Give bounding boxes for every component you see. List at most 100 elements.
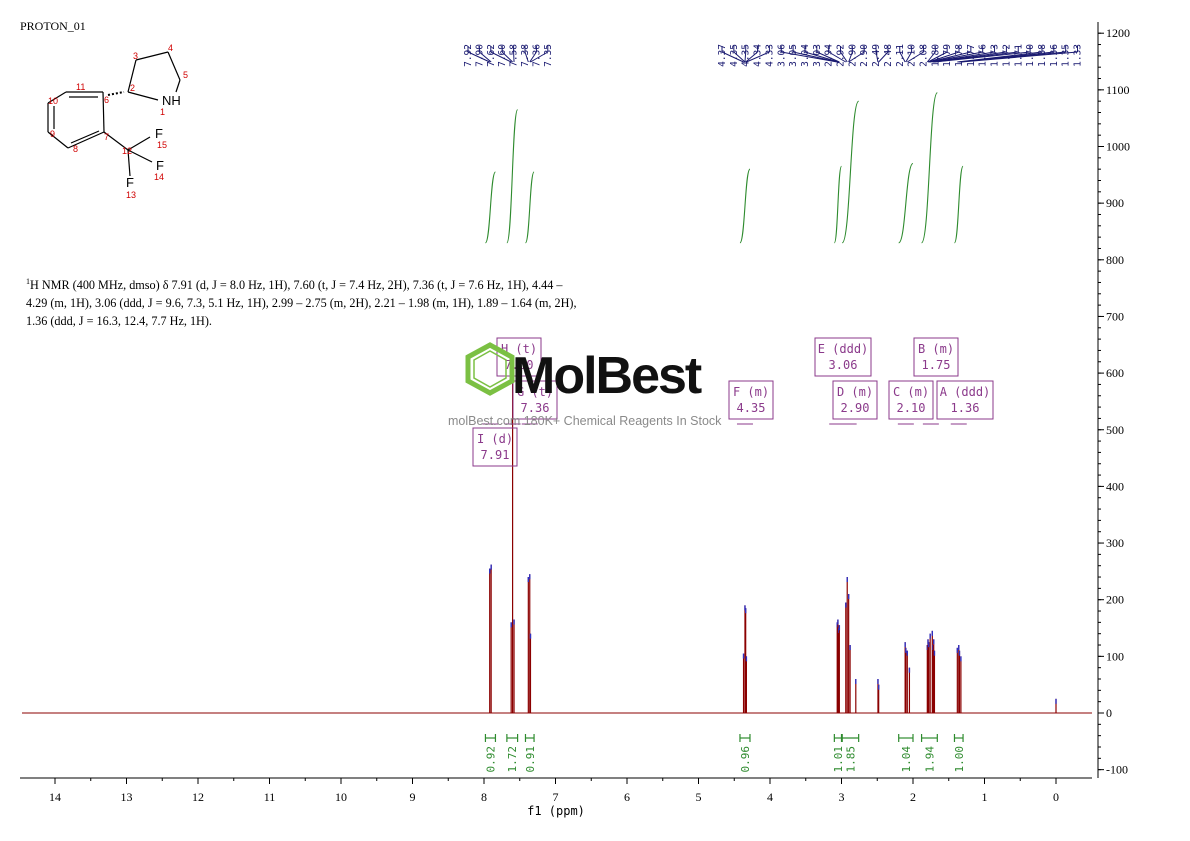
integral-curve	[506, 109, 519, 244]
peak-label-connector	[899, 51, 906, 63]
y-tick-label: 800	[1106, 253, 1124, 267]
peak-label-connector	[928, 51, 960, 63]
dataset-name: PROTON_01	[20, 19, 86, 33]
y-tick-label: 300	[1106, 536, 1124, 550]
peak-label: 1.80	[930, 44, 941, 67]
peak-label-connector	[745, 51, 758, 63]
peak-label: 2.48	[883, 44, 894, 67]
multiplet-shift-F: 4.35	[737, 401, 766, 415]
multiplet-box-A	[936, 380, 994, 420]
peak-label: 7.60	[497, 44, 508, 67]
atom-number-1: 1	[160, 107, 165, 117]
atom-number-3: 3	[133, 51, 138, 61]
y-tick-label: 1200	[1106, 26, 1130, 40]
multiplet-label-G: G (t)	[517, 385, 553, 399]
atom-number-8: 8	[73, 144, 78, 154]
atom-number-15: 15	[157, 140, 167, 150]
peak-label-connector	[479, 51, 492, 63]
peak-label-connector	[733, 51, 746, 63]
x-axis-label: f1 (ppm)	[527, 804, 585, 818]
peak-label-connector	[744, 51, 747, 63]
peak-label-connector	[781, 51, 838, 63]
peak-label: 7.35	[543, 44, 554, 67]
integral-curve	[524, 171, 535, 244]
multiplet-box-C	[888, 380, 934, 420]
peak-label: 1.78	[954, 44, 965, 67]
x-tick-label: 13	[121, 790, 133, 804]
y-tick-label: -100	[1106, 763, 1128, 777]
multiplet-box-I	[472, 427, 518, 467]
peak-label: 1.35	[1061, 44, 1072, 67]
integral-curve	[484, 171, 496, 244]
x-tick-label: 0	[1053, 790, 1059, 804]
peak-label-connector	[927, 51, 948, 63]
molbest-brand-text: MolBest	[512, 347, 702, 405]
multiplet-box-E	[814, 337, 872, 377]
integration-value-H: 1.72	[506, 746, 519, 773]
integration-value-G: 0.91	[524, 746, 537, 773]
x-tick-label: 10	[335, 790, 347, 804]
peak-label: 3.05	[788, 44, 799, 67]
multiplet-shift-A: 1.36	[951, 401, 980, 415]
y-tick-label: 500	[1106, 423, 1124, 437]
atom-number-13: 13	[126, 190, 136, 200]
x-tick-label: 7	[553, 790, 559, 804]
atom-label-bg-13	[124, 176, 135, 190]
peak-label-connector	[501, 51, 513, 63]
multiplet-shift-D: 2.90	[841, 401, 870, 415]
nmr-description-text: H NMR (400 MHz, dmso) δ 7.91 (d, J = 8.0…	[26, 278, 577, 329]
peak-label-connector	[828, 51, 847, 63]
watermark-tagline: molBest.com 180K+ Chemical Reagents In S…	[448, 414, 722, 428]
peak-label: 3.04	[800, 44, 811, 67]
integral-curve	[921, 92, 938, 244]
peak-label-connector	[840, 51, 848, 63]
integral-curve	[898, 162, 914, 244]
peak-label-connector	[804, 51, 839, 63]
atom-number-12: 12	[122, 146, 132, 156]
multiplet-label-I: I (d)	[477, 432, 513, 446]
atom-number-4: 4	[168, 43, 173, 53]
peak-label-connector	[848, 51, 853, 63]
peak-label: 7.92	[463, 44, 474, 67]
multiplet-box-G	[512, 380, 558, 420]
x-tick-label: 3	[839, 790, 845, 804]
integration-value-E: 1.01	[832, 746, 845, 773]
x-tick-label: 12	[192, 790, 204, 804]
atom-label-13: F	[126, 175, 134, 190]
peak-label-connector	[467, 51, 490, 63]
y-tick-label: 700	[1106, 309, 1124, 323]
integral-curve	[841, 100, 860, 244]
integral-curve	[739, 168, 751, 244]
x-tick-label: 14	[49, 790, 61, 804]
multiplet-label-F: F (m)	[733, 385, 769, 399]
integration-value-C: 1.04	[900, 746, 913, 773]
multiplet-label-E: E (ddd)	[818, 342, 869, 356]
peak-label-connector	[524, 51, 529, 63]
atom-number-11: 11	[76, 82, 85, 92]
integration-value-A: 1.00	[953, 746, 966, 773]
y-tick-label: 0	[1106, 706, 1112, 720]
peak-label: 4.37	[717, 44, 728, 67]
multiplet-box-B	[913, 337, 959, 377]
y-tick-label: 1100	[1106, 83, 1130, 97]
x-tick-label: 9	[410, 790, 416, 804]
peak-label-connector	[816, 51, 840, 63]
multiplet-shift-G: 7.36	[521, 401, 550, 415]
multiplet-shift-E: 3.06	[829, 358, 858, 372]
peak-label: 2.08	[918, 44, 929, 67]
peak-label: 3.06	[776, 44, 787, 67]
integral-curve	[833, 165, 843, 244]
peak-label-connector	[926, 51, 936, 63]
multiplet-label-D: D (m)	[837, 385, 873, 399]
molecule-structure	[47, 51, 181, 177]
peak-label: 2.11	[895, 44, 906, 67]
y-tick-label: 1000	[1106, 140, 1130, 154]
peak-label: 1.72	[1001, 44, 1012, 67]
atom-label-bg-1	[160, 94, 180, 108]
x-tick-label: 5	[696, 790, 702, 804]
multiplet-label-B: B (m)	[918, 342, 954, 356]
multiplet-box-H	[496, 337, 542, 377]
atom-number-2: 2	[130, 83, 135, 93]
peak-label-connector	[792, 51, 839, 63]
